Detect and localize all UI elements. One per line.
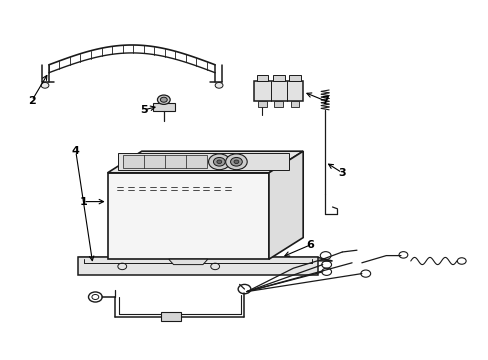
Circle shape bbox=[230, 157, 242, 166]
Bar bbox=[258, 101, 266, 107]
Circle shape bbox=[160, 97, 167, 102]
Polygon shape bbox=[78, 257, 317, 275]
Bar bbox=[288, 75, 300, 81]
Text: 2: 2 bbox=[28, 96, 36, 106]
Polygon shape bbox=[118, 153, 289, 170]
Circle shape bbox=[213, 157, 225, 166]
Polygon shape bbox=[78, 257, 332, 261]
Circle shape bbox=[41, 82, 49, 88]
Text: 5: 5 bbox=[140, 105, 148, 115]
Text: 1: 1 bbox=[79, 197, 87, 207]
Text: 6: 6 bbox=[306, 240, 314, 250]
Text: 4: 4 bbox=[72, 146, 80, 156]
Polygon shape bbox=[254, 81, 303, 101]
Bar bbox=[272, 75, 284, 81]
Bar bbox=[274, 101, 283, 107]
Polygon shape bbox=[168, 259, 207, 265]
Polygon shape bbox=[107, 173, 268, 259]
Text: 3: 3 bbox=[338, 168, 346, 178]
Circle shape bbox=[234, 160, 239, 163]
Polygon shape bbox=[153, 103, 174, 111]
Bar bbox=[290, 101, 299, 107]
Circle shape bbox=[208, 154, 230, 170]
Polygon shape bbox=[268, 151, 303, 259]
Circle shape bbox=[215, 82, 223, 88]
Circle shape bbox=[217, 160, 222, 163]
Text: 7: 7 bbox=[321, 96, 328, 106]
Bar bbox=[256, 75, 268, 81]
Bar bbox=[161, 312, 181, 321]
Circle shape bbox=[157, 95, 170, 104]
Polygon shape bbox=[122, 155, 207, 168]
Circle shape bbox=[225, 154, 247, 170]
Polygon shape bbox=[107, 151, 303, 173]
